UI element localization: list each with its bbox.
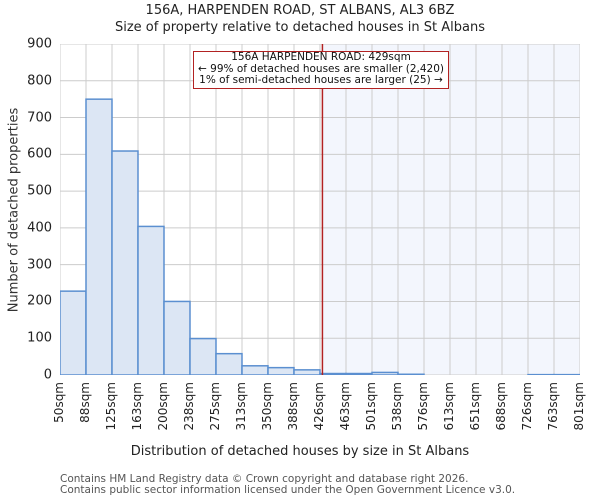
histogram-bar <box>60 290 87 375</box>
x-tick-label: 763sqm <box>546 382 560 431</box>
property-annotation-box: 156A HARPENDEN ROAD: 429sqm ← 99% of det… <box>193 51 449 89</box>
y-tick-label: 200 <box>27 293 52 309</box>
x-tick-label: 801sqm <box>572 382 586 431</box>
histogram-bar <box>397 373 425 375</box>
histogram-bar <box>267 366 295 375</box>
chart-title: 156A, HARPENDEN ROAD, ST ALBANS, AL3 6BZ <box>145 3 455 18</box>
histogram-bar <box>85 98 113 375</box>
y-tick-label: 600 <box>27 146 52 162</box>
histogram-plot <box>60 44 580 375</box>
x-tick-label: 613sqm <box>442 382 456 431</box>
histogram-bar <box>189 337 217 375</box>
x-tick-label: 501sqm <box>364 382 378 431</box>
y-tick-label: 900 <box>27 36 52 52</box>
x-tick-label: 88sqm <box>78 382 92 423</box>
x-axis-label: Distribution of detached houses by size … <box>130 444 470 459</box>
y-tick-label: 100 <box>27 330 52 346</box>
annotation-line-3: 1% of semi-detached houses are larger (2… <box>199 74 443 86</box>
y-tick-label: 700 <box>27 110 52 126</box>
y-tick-label: 500 <box>27 183 52 199</box>
x-tick-label: 350sqm <box>260 382 274 431</box>
x-tick-label: 726sqm <box>520 382 534 431</box>
x-tick-label: 238sqm <box>182 382 196 431</box>
histogram-bar <box>137 225 165 375</box>
highlight-region <box>322 44 580 375</box>
histogram-bar <box>111 150 139 375</box>
x-tick-label: 125sqm <box>104 382 118 431</box>
x-tick-label: 275sqm <box>208 382 222 431</box>
footer-licence: Contains public sector information licen… <box>60 484 516 496</box>
x-tick-label: 538sqm <box>390 382 404 431</box>
histogram-bar <box>215 352 243 375</box>
y-tick-label: 300 <box>27 257 52 273</box>
histogram-bar <box>241 365 269 375</box>
x-tick-label: 576sqm <box>416 382 430 431</box>
x-tick-label: 463sqm <box>338 382 352 431</box>
x-tick-label: 313sqm <box>234 382 248 431</box>
histogram-bar <box>319 372 347 375</box>
histogram-bar <box>345 372 373 375</box>
chart-subtitle: Size of property relative to detached ho… <box>114 20 485 35</box>
annotation-line-2: ← 99% of detached houses are smaller (2,… <box>198 62 444 75</box>
x-tick-label: 50sqm <box>52 382 66 423</box>
x-tick-label: 163sqm <box>130 382 144 431</box>
x-tick-label: 426sqm <box>312 382 326 431</box>
y-axis-label: Number of detached properties <box>6 107 22 313</box>
histogram-bar <box>163 300 191 375</box>
histogram-bar <box>293 369 321 375</box>
annotation-line-1: 156A HARPENDEN ROAD: 429sqm <box>231 51 411 63</box>
x-tick-label: 688sqm <box>494 382 508 431</box>
x-tick-label: 200sqm <box>156 382 170 431</box>
x-tick-label: 388sqm <box>286 382 300 431</box>
histogram-bar <box>371 371 399 375</box>
y-tick-label: 0 <box>43 367 52 383</box>
footer-copyright: Contains HM Land Registry data © Crown c… <box>60 473 469 485</box>
x-tick-label: 651sqm <box>468 382 482 431</box>
y-tick-label: 800 <box>27 73 52 89</box>
y-tick-label: 400 <box>27 220 52 236</box>
